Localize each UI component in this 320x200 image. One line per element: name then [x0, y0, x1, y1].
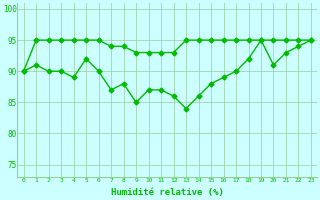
X-axis label: Humidité relative (%): Humidité relative (%) [111, 188, 224, 197]
